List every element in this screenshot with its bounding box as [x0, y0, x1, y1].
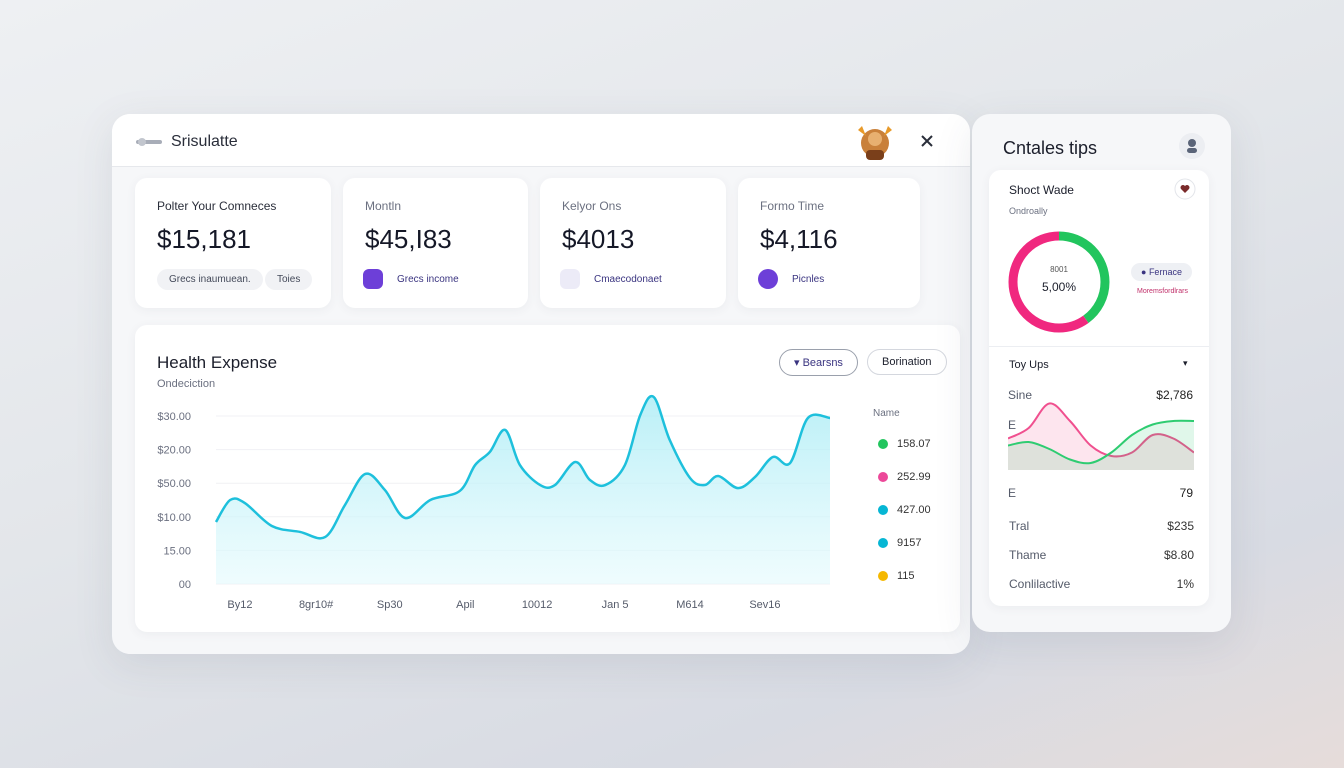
legend-swatch: [878, 439, 888, 449]
stat-label: Polter Your Comneces: [157, 199, 277, 213]
stat-label: Montln: [365, 199, 402, 213]
donut-pill[interactable]: ● Fernace: [1131, 263, 1192, 281]
y-tick-label: $20.00: [157, 445, 191, 457]
stat-value: $45,I83: [365, 224, 452, 254]
donut-segment: [1008, 231, 1110, 333]
chip-icon: [758, 269, 778, 289]
app-name: Srisulatte: [171, 133, 238, 150]
pill-label: Fernace: [1148, 267, 1182, 277]
stat-label: Formo Time: [760, 199, 825, 213]
mini-area: [1008, 403, 1194, 470]
sidebar-title: Cntales tips: [1003, 138, 1098, 158]
y-tick-label: $30.00: [157, 411, 191, 423]
donut-center-value: 5,00%: [1041, 280, 1077, 294]
chip[interactable]: Cmaecodonaet: [594, 274, 662, 285]
filter-button[interactable]: ▾ Bearsns: [779, 349, 858, 376]
legend-swatch: [878, 571, 888, 581]
stat-value: $4,116: [760, 224, 838, 254]
stat-label: Kelyor Ons: [562, 199, 622, 213]
legend-label: 158.07: [897, 438, 931, 450]
legend-swatch: [878, 472, 888, 482]
stat-value: $15,181: [157, 224, 251, 254]
mini-label: Sine: [1008, 388, 1033, 402]
x-tick-label: M614: [676, 599, 704, 611]
row-label: Thame: [1009, 548, 1047, 562]
chart-subtitle: Ondeciction: [157, 378, 216, 390]
favorite-icon[interactable]: [1174, 178, 1196, 200]
row-label: Conlilactive: [1009, 577, 1071, 591]
close-button[interactable]: [920, 134, 934, 148]
logo-icon: [136, 138, 162, 146]
row-value: $8.80: [1163, 548, 1194, 562]
mini-value: $2,786: [1156, 388, 1193, 402]
mini-line: [1008, 402, 1194, 458]
x-tick-label: Sp30: [377, 599, 403, 611]
legend-title: Name: [873, 408, 900, 419]
x-tick-label: 10012: [522, 599, 553, 611]
chip[interactable]: Grecs inaumuean.: [157, 269, 263, 290]
row-value: $235: [1167, 519, 1194, 533]
tips-card: [989, 170, 1209, 606]
legend-swatch: [878, 538, 888, 548]
chip-icon: [363, 269, 383, 289]
y-tick-label: $10.00: [157, 512, 191, 524]
mini-title: Toy Ups: [1009, 359, 1049, 371]
mini-chart: [1008, 402, 1194, 470]
x-tick-label: Apil: [456, 599, 474, 611]
chip[interactable]: Toies: [265, 269, 313, 290]
user-icon[interactable]: [1178, 132, 1206, 160]
stat-value: $4013: [562, 224, 635, 254]
chip-icon: [560, 269, 580, 289]
line: [214, 394, 831, 540]
legend-swatch: [878, 505, 888, 515]
button-label: Bearsns: [802, 357, 843, 369]
dropdown-icon[interactable]: ▾: [1183, 358, 1188, 368]
chip[interactable]: Picnles: [792, 274, 825, 285]
option-button[interactable]: Borination: [867, 349, 947, 375]
x-tick-label: 8gr10#: [299, 599, 334, 611]
mini-label: E: [1008, 418, 1017, 432]
avatar[interactable]: [852, 122, 898, 164]
chip[interactable]: Grecs income: [397, 274, 459, 285]
legend-label: 427.00: [897, 504, 931, 516]
legend-label: 115: [897, 570, 915, 582]
x-tick-label: By12: [227, 599, 252, 611]
legend-label: 252.99: [897, 471, 931, 483]
header-bar: [112, 114, 970, 167]
y-tick-label: 15.00: [163, 545, 191, 557]
divider: [989, 346, 1209, 347]
donut-title: Shoct Wade: [1009, 183, 1074, 197]
mini-line: [1008, 419, 1194, 465]
row-label: Tral: [1009, 519, 1030, 533]
area: [216, 396, 830, 584]
legend-label: 9157: [897, 537, 922, 549]
button-label: Borination: [882, 356, 932, 368]
mini-area: [1008, 420, 1194, 470]
row-value: 1%: [1176, 577, 1194, 591]
donut-subtitle: Ondroally: [1009, 206, 1048, 216]
y-tick-label: $50.00: [157, 478, 191, 490]
mini-value: 79: [1179, 486, 1193, 500]
chart-title: Health Expense: [157, 353, 278, 372]
y-tick-label: 00: [179, 579, 191, 591]
donut-note: Moremsfordlrars: [1137, 288, 1188, 295]
x-tick-label: Jan 5: [602, 599, 629, 611]
line-chart: $30.00 $20.00 $50.00 $10.00 15.00 00 By12 8gr10…: [157, 394, 831, 611]
x-tick-label: Sev16: [749, 599, 780, 611]
mini-label: E: [1008, 486, 1017, 500]
donut-chart: [1008, 231, 1110, 333]
donut-center-top: 8001: [1050, 265, 1068, 274]
